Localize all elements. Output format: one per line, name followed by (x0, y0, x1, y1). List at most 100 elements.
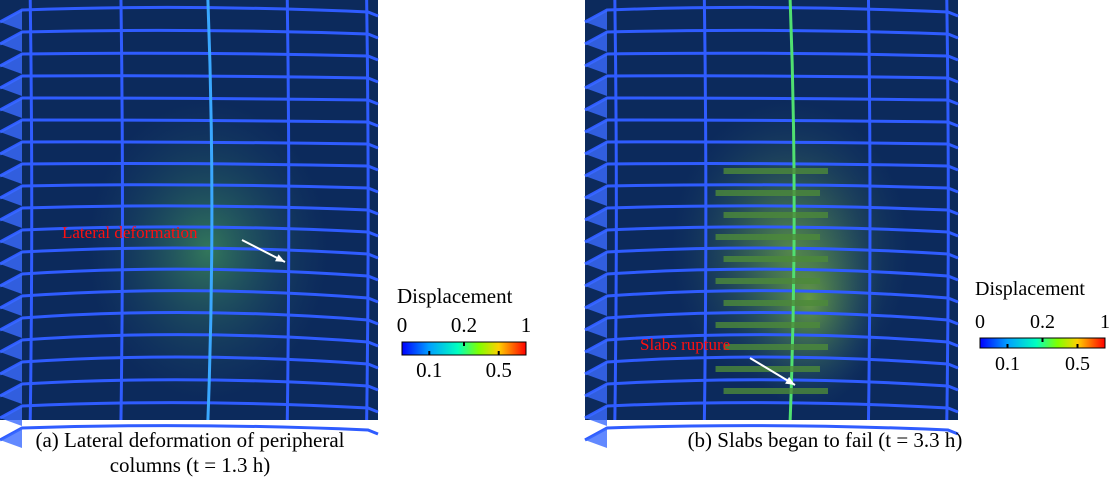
slab-edge (585, 54, 607, 74)
ruptured-slab (723, 344, 828, 350)
floor-slab (0, 161, 379, 178)
floor-slab (0, 28, 379, 46)
floor-slab (0, 246, 379, 266)
floor-slab (0, 204, 379, 222)
slab-edge (0, 252, 22, 272)
floor-slab (584, 51, 959, 68)
floor-slab (584, 5, 959, 24)
slab-edge (0, 208, 22, 228)
column (613, 0, 618, 421)
slab-edge (0, 142, 22, 162)
slab-edge (585, 230, 607, 250)
slab-edge (585, 186, 607, 206)
slab-edge (0, 186, 22, 206)
slab-edge (0, 230, 22, 250)
colorbar-tick-label: 1 (521, 313, 532, 337)
column (788, 0, 796, 421)
colorbar-tick-label: 0 (975, 311, 985, 333)
floor-slab (584, 118, 959, 134)
colorbar-tick-label: 1 (1100, 311, 1110, 333)
stress-glow (86, 100, 329, 400)
slab-edge (0, 384, 22, 404)
floor-slab (0, 225, 379, 244)
ruptured-slab (715, 278, 820, 284)
annotation: Lateral deformation (62, 223, 198, 242)
slab-edge (0, 274, 22, 294)
floor-slab (0, 267, 379, 288)
slab-edge (585, 252, 607, 272)
slab-edge (0, 296, 22, 316)
floor-slab (0, 51, 379, 68)
floor-slab (584, 333, 959, 354)
floor-slab (0, 424, 379, 442)
slab-edge (585, 428, 607, 448)
floor-slab (0, 118, 379, 134)
ruptured-slab (715, 322, 820, 328)
colorbar-title: Displacement (397, 284, 513, 308)
slab-edge (585, 296, 607, 316)
floor-slab (0, 183, 379, 200)
column (28, 0, 34, 421)
floor-slab (584, 225, 959, 244)
column (285, 0, 291, 421)
slab-edge (585, 164, 607, 184)
floor-slab (584, 161, 959, 178)
ruptured-slab (715, 234, 820, 240)
slab-edge (0, 120, 22, 140)
floor-slab (0, 5, 379, 24)
slab-edge (585, 340, 607, 360)
slab-edge (0, 406, 22, 426)
ruptured-slab (723, 388, 828, 394)
floor-slab (0, 401, 379, 420)
floor-slab (584, 378, 959, 398)
building-render (584, 0, 959, 448)
floor-slab (584, 401, 959, 420)
column (206, 0, 214, 421)
floor-slab (584, 96, 959, 112)
floor-slab (584, 289, 959, 310)
caption: (b) Slabs began to fail (t = 3.3 h) (687, 428, 963, 452)
floor-slab (584, 204, 959, 222)
slab-edge (0, 164, 22, 184)
column (702, 0, 708, 421)
floor-slab (0, 310, 379, 332)
colorbar-tick-label: 0.5 (1065, 353, 1090, 375)
arrow-head (275, 254, 285, 262)
floor-slab (584, 74, 959, 90)
slab-edge (0, 340, 22, 360)
caption: (a) Lateral deformation of peripheral co… (35, 428, 345, 477)
slab-edge (0, 318, 22, 338)
floor-slab (0, 96, 379, 112)
arrow-head (785, 376, 795, 385)
slab-edge (585, 32, 607, 52)
colorbar-tick-label: 0.2 (451, 313, 477, 337)
floor-slab (584, 28, 959, 46)
floor-slab (584, 310, 959, 332)
floor-slab (584, 267, 959, 288)
floor-slab (0, 378, 379, 398)
slab-edge (585, 208, 607, 228)
ruptured-slab (723, 212, 828, 218)
floor-slab (0, 74, 379, 90)
slab-edge (0, 428, 22, 448)
slab-edge (0, 98, 22, 118)
annotation: Slabs rupture (640, 335, 730, 354)
slab-edge (585, 10, 607, 30)
column (945, 0, 950, 421)
ruptured-slab (715, 190, 820, 196)
ruptured-slab (723, 300, 828, 306)
column (365, 0, 370, 421)
slab-edge (0, 54, 22, 74)
column (119, 0, 124, 421)
floor-slab (0, 289, 379, 310)
colorbar-tick-label: 0.5 (486, 358, 512, 382)
floor-slab (584, 355, 959, 376)
colorbar-tick-label: 0.1 (416, 358, 442, 382)
building-render (0, 0, 379, 448)
slab-edge (0, 32, 22, 52)
floor-slab (0, 355, 379, 376)
slab-edge (585, 142, 607, 162)
floor-slab (584, 183, 959, 200)
